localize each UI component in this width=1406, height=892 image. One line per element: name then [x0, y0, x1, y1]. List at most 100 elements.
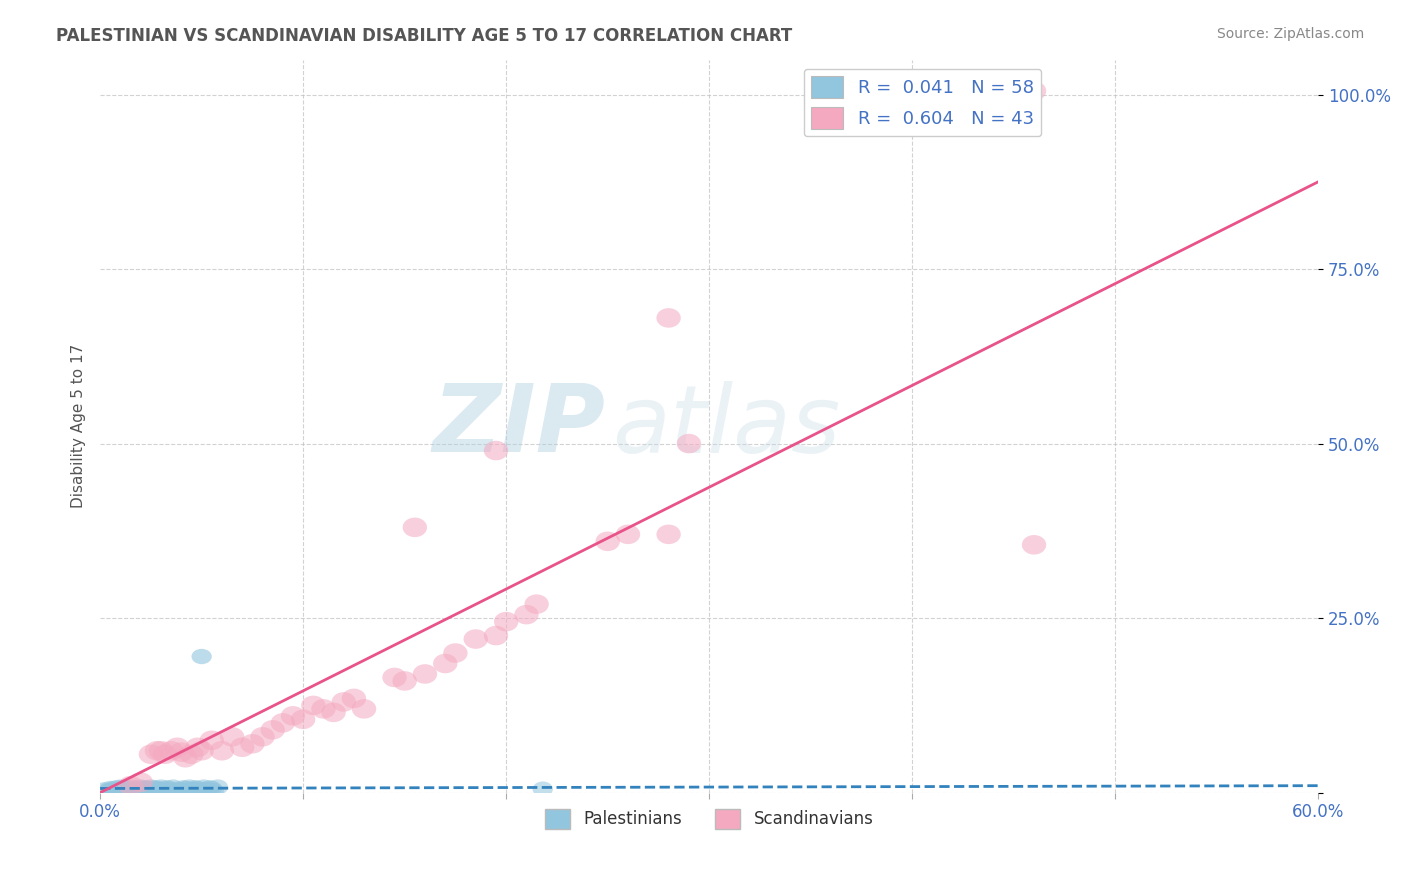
Ellipse shape	[201, 780, 222, 797]
Ellipse shape	[155, 782, 176, 797]
Ellipse shape	[163, 780, 183, 795]
Ellipse shape	[104, 782, 125, 797]
Ellipse shape	[157, 780, 177, 796]
Ellipse shape	[94, 782, 114, 797]
Ellipse shape	[204, 783, 224, 798]
Ellipse shape	[322, 703, 346, 723]
Ellipse shape	[301, 696, 325, 715]
Ellipse shape	[291, 709, 315, 729]
Ellipse shape	[240, 734, 264, 754]
Ellipse shape	[145, 741, 169, 761]
Ellipse shape	[191, 648, 212, 665]
Ellipse shape	[176, 780, 195, 797]
Ellipse shape	[139, 745, 163, 764]
Ellipse shape	[114, 782, 135, 797]
Ellipse shape	[198, 782, 218, 797]
Ellipse shape	[464, 629, 488, 648]
Ellipse shape	[145, 780, 165, 796]
Ellipse shape	[392, 671, 416, 690]
Ellipse shape	[122, 781, 143, 797]
Ellipse shape	[311, 699, 336, 719]
Ellipse shape	[146, 780, 167, 797]
Text: ZIP: ZIP	[433, 380, 606, 472]
Ellipse shape	[167, 781, 187, 797]
Ellipse shape	[596, 532, 620, 551]
Ellipse shape	[187, 780, 208, 797]
Ellipse shape	[139, 783, 159, 798]
Ellipse shape	[194, 780, 214, 795]
Ellipse shape	[219, 727, 245, 747]
Ellipse shape	[172, 782, 191, 797]
Ellipse shape	[159, 741, 183, 761]
Ellipse shape	[118, 776, 143, 796]
Ellipse shape	[153, 781, 173, 797]
Ellipse shape	[143, 782, 163, 797]
Ellipse shape	[128, 772, 153, 792]
Ellipse shape	[524, 594, 548, 614]
Ellipse shape	[165, 738, 190, 757]
Ellipse shape	[117, 780, 136, 796]
Ellipse shape	[180, 780, 200, 795]
Ellipse shape	[195, 781, 217, 797]
Ellipse shape	[402, 517, 427, 537]
Ellipse shape	[107, 780, 127, 796]
Ellipse shape	[484, 626, 508, 645]
Ellipse shape	[180, 745, 204, 764]
Ellipse shape	[149, 741, 173, 761]
Ellipse shape	[515, 605, 538, 624]
Ellipse shape	[159, 780, 180, 797]
Ellipse shape	[153, 745, 177, 764]
Text: atlas: atlas	[612, 381, 839, 472]
Ellipse shape	[271, 713, 295, 732]
Ellipse shape	[136, 780, 157, 797]
Ellipse shape	[200, 731, 224, 750]
Ellipse shape	[200, 780, 219, 796]
Ellipse shape	[149, 783, 169, 798]
Ellipse shape	[150, 780, 172, 795]
Ellipse shape	[352, 699, 377, 719]
Ellipse shape	[443, 643, 468, 663]
Ellipse shape	[1022, 535, 1046, 555]
Ellipse shape	[250, 727, 274, 747]
Ellipse shape	[413, 665, 437, 684]
Ellipse shape	[127, 780, 146, 796]
Ellipse shape	[128, 780, 149, 797]
Ellipse shape	[181, 781, 201, 797]
Ellipse shape	[173, 748, 198, 767]
Ellipse shape	[131, 780, 150, 795]
Ellipse shape	[332, 692, 356, 712]
Ellipse shape	[616, 524, 640, 544]
Text: Source: ZipAtlas.com: Source: ZipAtlas.com	[1216, 27, 1364, 41]
Legend: Palestinians, Scandinavians: Palestinians, Scandinavians	[538, 802, 880, 836]
Text: PALESTINIAN VS SCANDINAVIAN DISABILITY AGE 5 TO 17 CORRELATION CHART: PALESTINIAN VS SCANDINAVIAN DISABILITY A…	[56, 27, 793, 45]
Ellipse shape	[100, 780, 121, 797]
Ellipse shape	[342, 689, 366, 708]
Ellipse shape	[118, 780, 139, 797]
Ellipse shape	[186, 780, 205, 796]
Ellipse shape	[494, 612, 519, 632]
Ellipse shape	[186, 738, 209, 757]
Ellipse shape	[177, 783, 198, 798]
Ellipse shape	[183, 782, 204, 797]
Ellipse shape	[191, 783, 212, 798]
Ellipse shape	[1022, 81, 1046, 101]
Ellipse shape	[281, 706, 305, 725]
Ellipse shape	[131, 783, 150, 798]
Ellipse shape	[103, 781, 122, 797]
Y-axis label: Disability Age 5 to 17: Disability Age 5 to 17	[72, 344, 86, 508]
Ellipse shape	[260, 720, 285, 739]
Ellipse shape	[231, 738, 254, 757]
Ellipse shape	[657, 524, 681, 544]
Ellipse shape	[108, 783, 128, 798]
Ellipse shape	[208, 780, 228, 795]
Ellipse shape	[135, 780, 155, 796]
Ellipse shape	[484, 441, 508, 460]
Ellipse shape	[110, 780, 131, 797]
Ellipse shape	[135, 782, 155, 797]
Ellipse shape	[533, 781, 553, 797]
Ellipse shape	[162, 783, 181, 798]
Ellipse shape	[382, 668, 406, 687]
Ellipse shape	[676, 434, 702, 453]
Ellipse shape	[112, 781, 132, 797]
Ellipse shape	[209, 741, 235, 761]
